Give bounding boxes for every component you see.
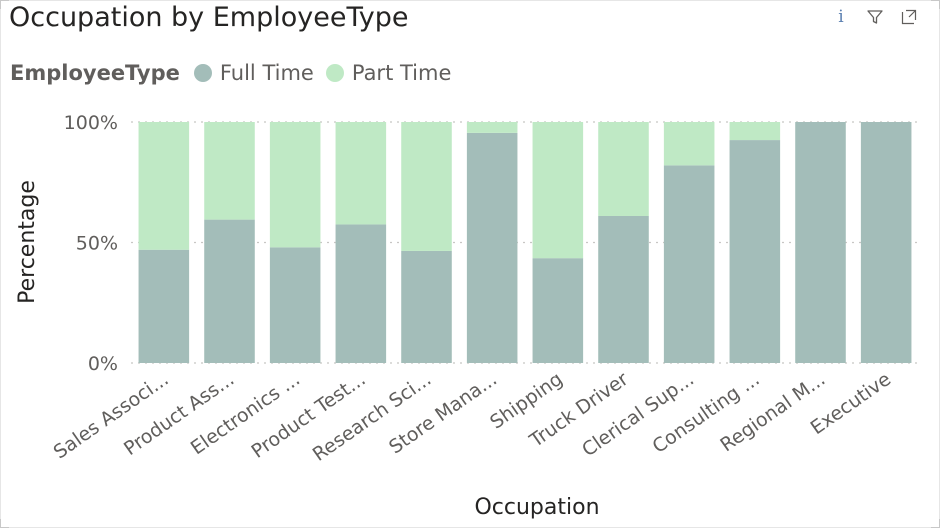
bar-part-time-store-mana[interactable] [466, 122, 518, 133]
bar-full-time-clerical-sup[interactable] [663, 165, 715, 363]
info-icon[interactable]: i [838, 7, 844, 27]
bar-part-time-product-ass[interactable] [204, 122, 255, 220]
bar-full-time-truck-driver[interactable] [598, 215, 649, 363]
y-tick-label: 100% [64, 112, 118, 134]
bar-part-time-truck-driver[interactable] [598, 122, 649, 216]
visual-header-icons: i [831, 7, 919, 27]
y-axis-title: Percentage [15, 180, 40, 304]
y-tick-label: 50% [76, 233, 118, 255]
chart-title: Occupation by EmployeeType [9, 2, 409, 33]
legend-item-part-time[interactable]: Part Time [325, 61, 452, 85]
filter-icon[interactable] [865, 7, 885, 27]
y-tick-label: 0% [88, 353, 118, 375]
bar-full-time-store-mana[interactable] [466, 132, 518, 363]
bar-part-time-sales-associ[interactable] [138, 122, 190, 250]
x-tick-label: Product Ass... [120, 368, 238, 460]
legend: EmployeeType Full Time Part Time [10, 61, 463, 85]
bar-full-time-regional-m[interactable] [795, 122, 846, 363]
bar-part-time-research-sci[interactable] [401, 122, 452, 251]
x-axis-title: Occupation [474, 495, 599, 520]
x-tick-label: Sales Associ... [50, 368, 173, 463]
bar-part-time-electronics[interactable] [269, 122, 321, 248]
bar-full-time-shipping[interactable] [532, 258, 584, 363]
bar-full-time-electronics[interactable] [269, 247, 321, 363]
legend-title: EmployeeType [10, 61, 180, 85]
bar-part-time-consulting[interactable] [729, 122, 781, 141]
bar-full-time-sales-associ[interactable] [138, 249, 190, 363]
bar-part-time-product-test[interactable] [335, 122, 387, 225]
bar-full-time-product-test[interactable] [335, 224, 387, 363]
x-tick-label: Research Sci... [309, 368, 436, 466]
resize-handle-top-left[interactable] [0, 0, 9, 9]
x-tick-label: Clerical Sup... [578, 368, 698, 461]
bar-full-time-product-ass[interactable] [204, 219, 255, 363]
legend-label-part-time: Part Time [351, 61, 452, 85]
bar-full-time-executive[interactable] [860, 122, 912, 363]
x-tick-label: Electronics ... [187, 368, 304, 459]
legend-item-full-time[interactable]: Full Time [193, 61, 314, 85]
focus-mode-icon[interactable] [899, 7, 919, 27]
legend-label-full-time: Full Time [219, 61, 314, 85]
legend-swatch-part-time [325, 64, 344, 82]
bar-full-time-research-sci[interactable] [401, 250, 452, 363]
bar-full-time-consulting[interactable] [729, 140, 781, 363]
bar-part-time-clerical-sup[interactable] [663, 122, 715, 166]
bar-part-time-shipping[interactable] [532, 122, 584, 259]
legend-swatch-full-time [193, 64, 212, 82]
